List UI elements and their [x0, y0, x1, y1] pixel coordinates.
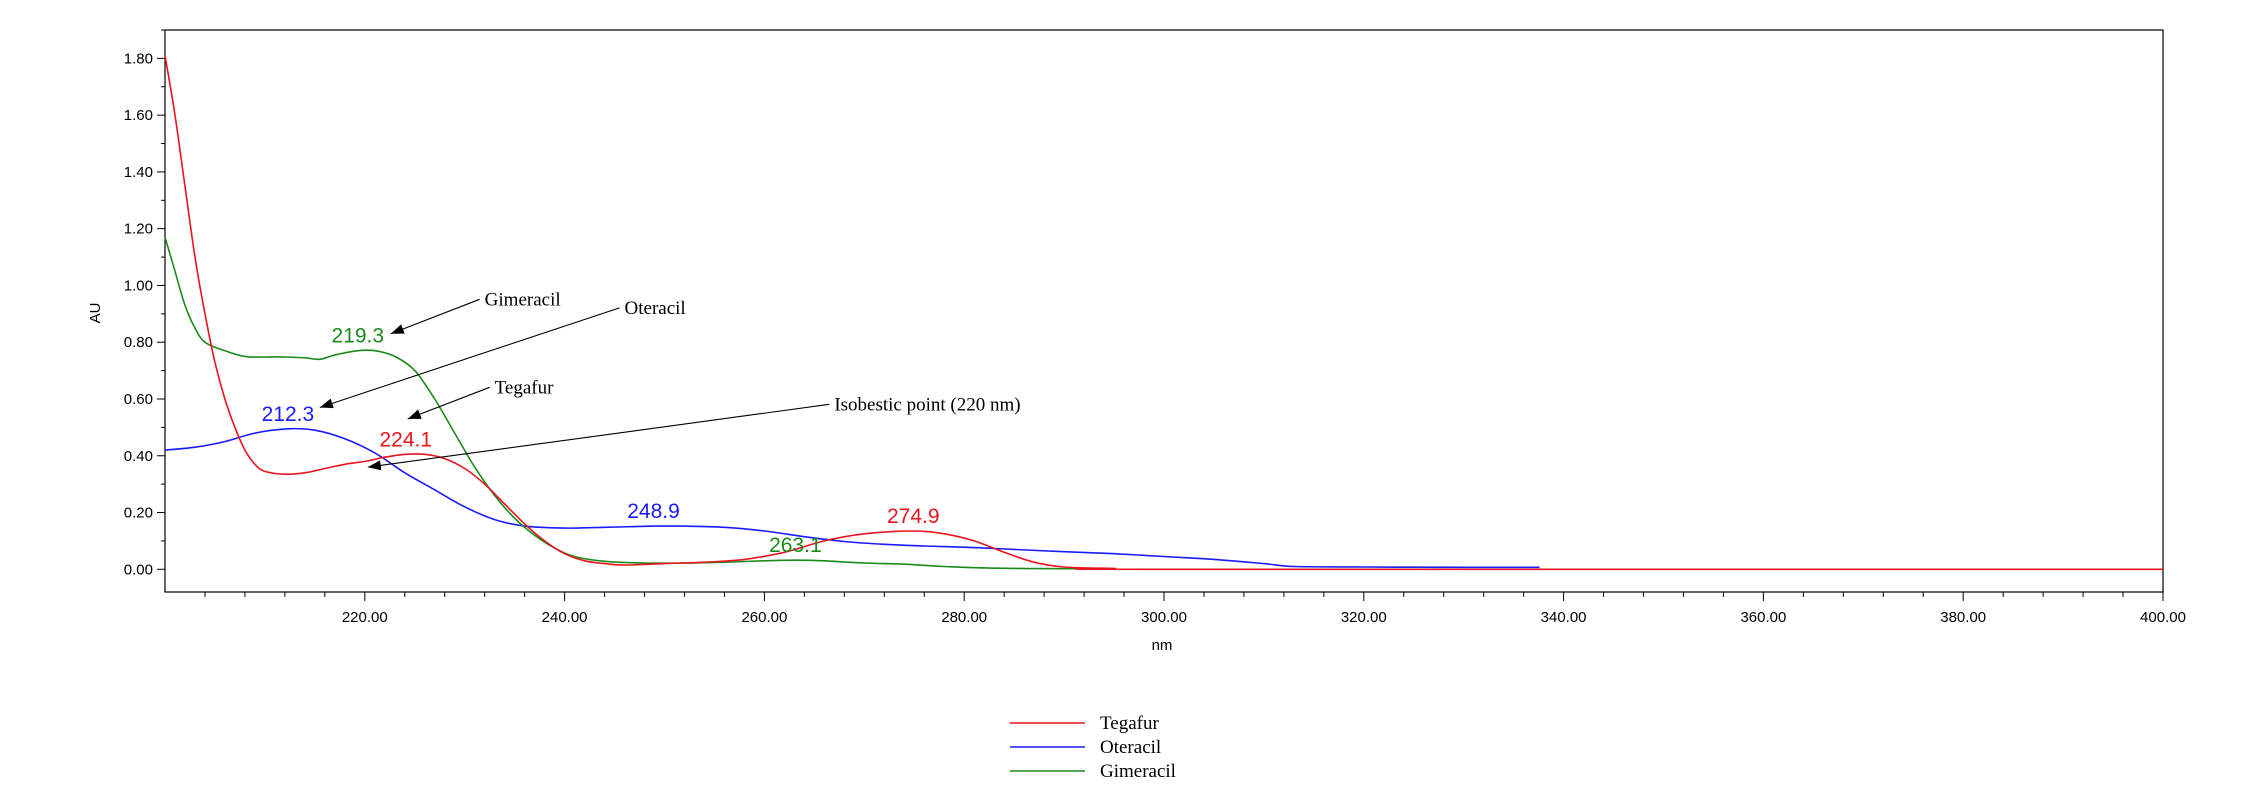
- legend: Tegafur Oteracil Gimeracil: [1010, 713, 1176, 782]
- x-axis-title: nm: [1152, 637, 1173, 654]
- x-tick-label: 280.00: [941, 609, 987, 626]
- plot-frame: [164, 29, 2164, 593]
- x-tick-label: 260.00: [741, 609, 787, 626]
- x-axis: 220.00 240.00 260.00 280.00 300.00 320.00 340.…: [204, 592, 2186, 626]
- y-tick-label: 0.00: [124, 561, 153, 578]
- series-line-oteracil: [164, 427, 1540, 569]
- x-tick-label: 320.00: [1341, 609, 1387, 626]
- y-tick-label: 1.60: [124, 107, 153, 124]
- series-layer: [164, 55, 2164, 571]
- y-tick-label: 1.00: [124, 277, 153, 294]
- legend-label: Tegafur: [1100, 713, 1159, 734]
- annotations: Gimeracil Oteracil Tegafur Isobestic point …: [319, 289, 1021, 471]
- y-tick-label: 0.20: [124, 505, 153, 522]
- x-tick-label: 400.00: [2140, 609, 2186, 626]
- annotation-text: Isobestic point (220 nm): [834, 394, 1020, 415]
- annotation-arrow-head: [319, 398, 334, 409]
- y-tick-label: 0.80: [124, 334, 153, 351]
- annotation-arrow-line: [407, 386, 490, 420]
- peak-label: 274.9: [887, 505, 940, 528]
- annotation-text: Tegafur: [495, 377, 554, 398]
- x-tick-label: 360.00: [1740, 609, 1786, 626]
- annotation-arrow-head: [390, 324, 405, 334]
- peak-label: 263.1: [769, 534, 822, 557]
- y-tick-label: 1.20: [124, 221, 153, 238]
- peak-labels: 219.3 212.3 224.1 248.9 274.9 263.1: [262, 325, 940, 557]
- x-tick-label: 380.00: [1940, 609, 1986, 626]
- legend-label: Oteracil: [1100, 737, 1161, 758]
- annotation-arrow-line: [319, 307, 620, 409]
- peak-label: 248.9: [627, 500, 680, 523]
- peak-label: 212.3: [262, 403, 315, 426]
- peak-label: 224.1: [379, 428, 432, 451]
- series-line-tegafur: [164, 55, 2164, 571]
- x-tick-label: 300.00: [1141, 609, 1187, 626]
- y-tick-label: 0.60: [124, 391, 153, 408]
- y-tick-label: 1.40: [124, 164, 153, 181]
- y-tick-label: 0.40: [124, 448, 153, 465]
- annotation-arrow-head: [407, 409, 422, 419]
- legend-label: Gimeracil: [1100, 761, 1176, 782]
- annotation-text: Gimeracil: [485, 289, 561, 310]
- annotation-text: Oteracil: [625, 298, 686, 319]
- annotation-arrow-line: [390, 298, 480, 335]
- y-tick-label: 1.80: [124, 50, 153, 67]
- x-tick-label: 240.00: [542, 609, 588, 626]
- y-axis: 0.00 0.20 0.40 0.60 0.80 1.00 1.20 1.40 1.60 1.80: [124, 29, 165, 578]
- annotation-arrow-line: [367, 403, 830, 468]
- x-tick-label: 220.00: [342, 609, 388, 626]
- series-line-gimeracil: [164, 236, 1115, 570]
- x-tick-label: 340.00: [1541, 609, 1587, 626]
- y-axis-title: AU: [87, 303, 104, 324]
- peak-label: 219.3: [332, 325, 385, 348]
- annotation-arrow-head: [367, 460, 382, 471]
